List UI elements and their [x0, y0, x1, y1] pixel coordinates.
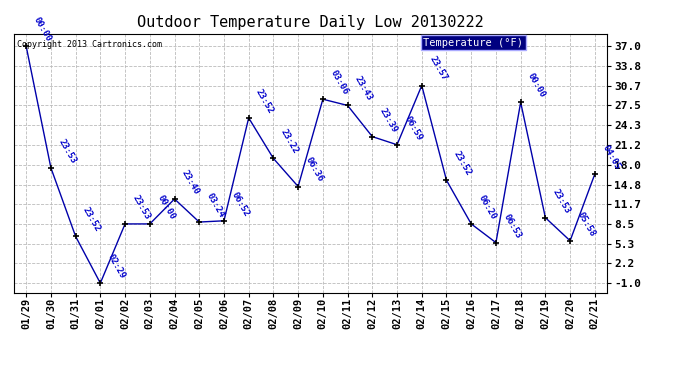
Text: 23:39: 23:39: [378, 106, 399, 134]
Text: 23:53: 23:53: [551, 187, 572, 215]
Text: 06:59: 06:59: [402, 114, 424, 142]
Text: 05:58: 05:58: [575, 210, 597, 238]
Text: 23:53: 23:53: [57, 137, 78, 165]
Text: 23:52: 23:52: [81, 206, 102, 234]
Text: 00:00: 00:00: [32, 16, 53, 44]
Text: 00:00: 00:00: [526, 72, 547, 99]
Text: 06:36: 06:36: [304, 156, 325, 184]
Text: Copyright 2013 Cartronics.com: Copyright 2013 Cartronics.com: [17, 40, 161, 49]
Text: 23:52: 23:52: [452, 150, 473, 177]
Text: 23:40: 23:40: [180, 168, 201, 196]
Text: Temperature (°F): Temperature (°F): [423, 38, 523, 48]
Text: 23:57: 23:57: [427, 55, 449, 83]
Text: 03:24: 03:24: [205, 192, 226, 219]
Text: 00:00: 00:00: [155, 194, 177, 221]
Text: 06:52: 06:52: [230, 190, 250, 218]
Text: 23:22: 23:22: [279, 128, 300, 156]
Text: 23:52: 23:52: [254, 87, 275, 115]
Title: Outdoor Temperature Daily Low 20130222: Outdoor Temperature Daily Low 20130222: [137, 15, 484, 30]
Text: 06:53: 06:53: [502, 212, 523, 240]
Text: 03:06: 03:06: [328, 69, 350, 96]
Text: 04:05: 04:05: [600, 144, 622, 171]
Text: 02:29: 02:29: [106, 253, 127, 280]
Text: 23:53: 23:53: [130, 194, 152, 221]
Text: 23:43: 23:43: [353, 75, 375, 103]
Text: 06:20: 06:20: [477, 194, 498, 221]
